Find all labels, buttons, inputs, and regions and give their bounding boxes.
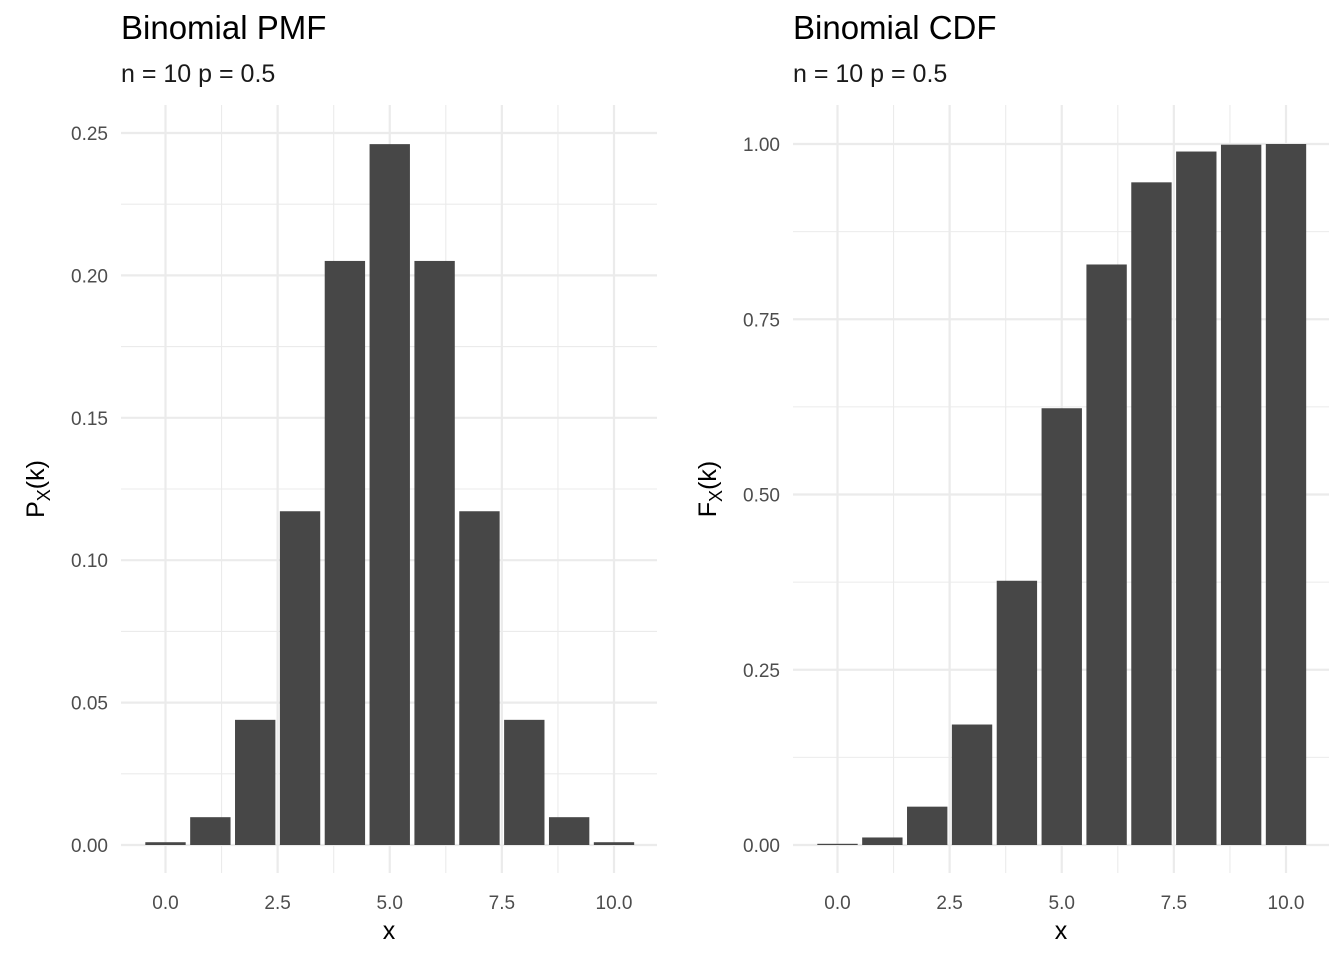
cdf-x-tick-label: 2.5 bbox=[936, 893, 962, 914]
cdf-x-axis-title: x bbox=[1055, 917, 1068, 945]
pmf-y-axis-title: PX(k) bbox=[22, 460, 54, 518]
cdf-y-tick-label: 1.00 bbox=[743, 135, 780, 156]
pmf-title: Binomial PMF bbox=[121, 9, 326, 46]
cdf-bar-5 bbox=[1041, 408, 1082, 845]
cdf-bar-10 bbox=[1265, 144, 1307, 845]
cdf-bar-2 bbox=[907, 806, 948, 845]
pmf-panel: Binomial PMF n = 10 p = 0.5 0.00 0.05 0.10… bbox=[22, 9, 657, 945]
pmf-y-tick-label: 0.05 bbox=[71, 694, 108, 715]
pmf-bar-8 bbox=[504, 719, 545, 845]
cdf-y-axis-title-tail: (k) bbox=[694, 461, 722, 490]
cdf-bar-9 bbox=[1220, 144, 1262, 845]
cdf-bar-4 bbox=[996, 580, 1038, 845]
pmf-y-tick-labels: 0.00 0.05 0.10 0.15 0.20 0.25 bbox=[71, 124, 108, 857]
pmf-x-tick-label: 7.5 bbox=[489, 893, 515, 914]
pmf-x-axis-title: x bbox=[383, 917, 396, 945]
cdf-x-tick-labels: 0.0 2.5 5.0 7.5 10.0 bbox=[824, 893, 1304, 914]
pmf-x-tick-label: 0.0 bbox=[152, 893, 178, 914]
cdf-y-tick-label: 0.50 bbox=[743, 486, 780, 507]
pmf-y-tick-label: 0.25 bbox=[71, 124, 108, 145]
cdf-bar-1 bbox=[862, 837, 903, 845]
cdf-y-axis-title-main: F bbox=[694, 502, 722, 517]
cdf-bar-6 bbox=[1086, 264, 1127, 845]
pmf-x-tick-label: 10.0 bbox=[596, 893, 633, 914]
cdf-bar-3 bbox=[951, 724, 993, 845]
cdf-bar-7 bbox=[1131, 182, 1172, 846]
pmf-bar-7 bbox=[459, 511, 500, 845]
pmf-subtitle: n = 10 p = 0.5 bbox=[121, 60, 275, 88]
cdf-subtitle: n = 10 p = 0.5 bbox=[793, 60, 947, 88]
cdf-y-tick-labels: 0.00 0.25 0.50 0.75 1.00 bbox=[743, 135, 780, 857]
cdf-y-tick-label: 0.75 bbox=[743, 310, 780, 331]
pmf-y-tick-label: 0.00 bbox=[71, 836, 108, 857]
pmf-y-axis-title-subscript: X bbox=[34, 489, 54, 501]
cdf-x-tick-label: 7.5 bbox=[1161, 893, 1187, 914]
pmf-y-axis-title-main: P bbox=[22, 501, 50, 518]
pmf-bars bbox=[145, 144, 635, 846]
pmf-y-axis-title-tail: (k) bbox=[22, 460, 50, 489]
pmf-x-tick-label: 2.5 bbox=[264, 893, 290, 914]
cdf-bar-0 bbox=[817, 843, 858, 845]
cdf-bars bbox=[817, 144, 1307, 846]
pmf-x-tick-label: 5.0 bbox=[377, 893, 403, 914]
pmf-bar-9 bbox=[548, 817, 590, 845]
pmf-bar-6 bbox=[414, 260, 455, 845]
cdf-x-tick-label: 5.0 bbox=[1049, 893, 1075, 914]
pmf-bar-0 bbox=[145, 842, 186, 845]
cdf-panel: Binomial CDF n = 10 p = 0.5 0.00 0.25 0.50… bbox=[694, 9, 1329, 945]
pmf-bar-2 bbox=[235, 719, 276, 845]
pmf-bar-3 bbox=[279, 511, 321, 845]
pmf-bar-5 bbox=[369, 144, 410, 846]
cdf-bar-8 bbox=[1176, 151, 1217, 845]
pmf-y-tick-label: 0.15 bbox=[71, 409, 108, 430]
cdf-y-axis-title-subscript: X bbox=[706, 490, 726, 502]
cdf-title: Binomial CDF bbox=[793, 9, 997, 46]
cdf-y-tick-label: 0.00 bbox=[743, 836, 780, 857]
pmf-y-tick-label: 0.20 bbox=[71, 266, 108, 287]
pmf-y-tick-label: 0.10 bbox=[71, 551, 108, 572]
cdf-y-axis-title: FX(k) bbox=[694, 461, 726, 517]
pmf-bar-4 bbox=[324, 260, 366, 845]
pmf-bar-10 bbox=[593, 842, 635, 845]
cdf-y-tick-label: 0.25 bbox=[743, 661, 780, 682]
cdf-x-tick-label: 10.0 bbox=[1268, 893, 1305, 914]
cdf-x-tick-label: 0.0 bbox=[824, 893, 850, 914]
pmf-bar-1 bbox=[190, 817, 231, 845]
pmf-x-tick-labels: 0.0 2.5 5.0 7.5 10.0 bbox=[152, 893, 632, 914]
